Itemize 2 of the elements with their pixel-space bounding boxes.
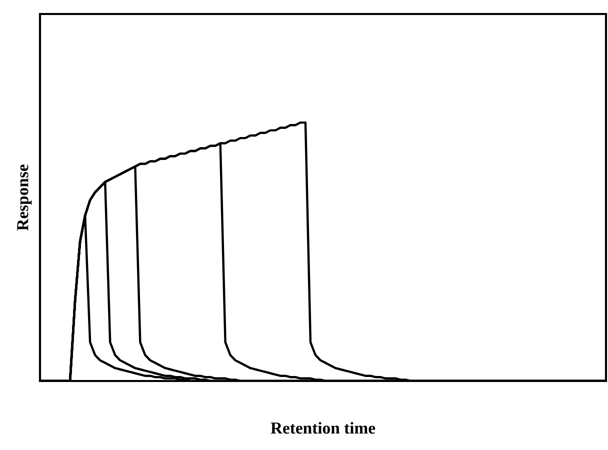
y-axis-title: Response — [17, 164, 32, 231]
x-axis-title: Retention time — [270, 422, 376, 434]
